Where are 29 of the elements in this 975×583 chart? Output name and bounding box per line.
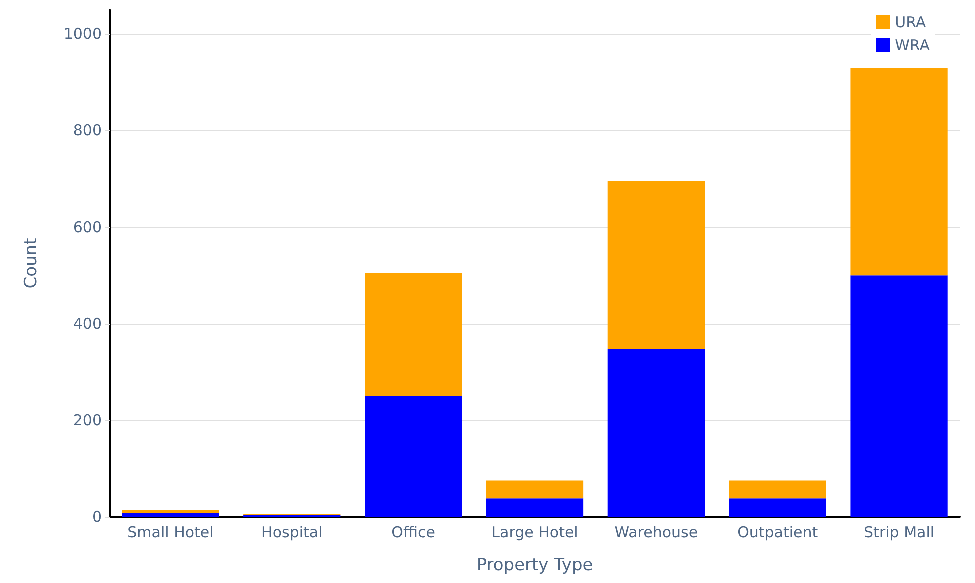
bar [850, 276, 948, 517]
bar [608, 181, 705, 349]
bar [608, 348, 705, 517]
x-axis-title: Property Type [476, 556, 594, 576]
y-tick-label: 0 [92, 508, 102, 526]
bar [850, 68, 948, 276]
x-tick-label: Outpatient [738, 524, 818, 542]
x-tick-label: Hospital [262, 524, 323, 542]
legend-label: WRA [895, 36, 931, 54]
bar [729, 498, 826, 517]
legend-label: URA [895, 14, 927, 32]
bar [122, 513, 220, 517]
y-tick-label: 200 [73, 411, 102, 430]
y-tick-label: 400 [73, 314, 102, 333]
bar [365, 273, 462, 396]
bar [365, 396, 462, 517]
y-tick-label: 800 [73, 122, 102, 140]
y-axis-title: Count [22, 238, 42, 289]
y-tick-label: 600 [73, 218, 102, 236]
y-tick-label: 1000 [64, 25, 102, 44]
bar [729, 480, 826, 499]
x-tick-label: Large Hotel [492, 524, 578, 542]
x-tick-label: Strip Mall [864, 524, 935, 542]
bar [486, 480, 584, 499]
x-tick-label: Office [392, 524, 436, 542]
bar [122, 510, 220, 514]
x-tick-label: Warehouse [614, 524, 698, 542]
bar [486, 498, 584, 517]
x-tick-label: Small Hotel [128, 524, 214, 542]
